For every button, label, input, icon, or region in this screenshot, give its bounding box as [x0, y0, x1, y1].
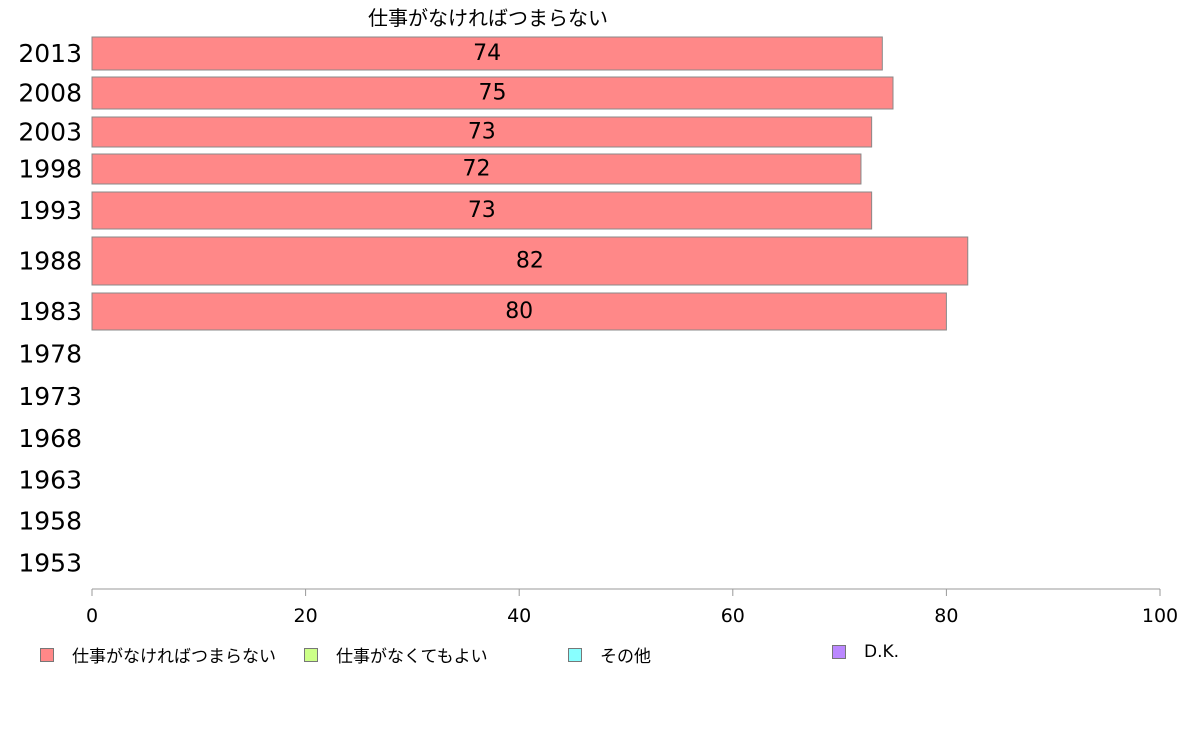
bars: 74 75 73 72 73 82 80 [91, 36, 969, 331]
bar-value-label: 75 [479, 81, 507, 106]
legend-item: その他 [568, 642, 651, 667]
y-tick-label: 1968 [18, 424, 82, 453]
legend-item: 仕事がなくてもよい [304, 642, 488, 667]
y-tick-label: 2013 [18, 39, 82, 68]
y-axis-labels: 2013 2008 2003 1998 1993 1988 1983 1978 1973 1968… [18, 39, 82, 578]
y-tick-label: 1973 [18, 382, 82, 411]
x-axis: 0 20 40 60 80 100 [86, 588, 1178, 627]
y-tick-label: 1953 [18, 549, 82, 578]
legend: 仕事がなければつまらない 仕事がなくてもよい その他 D.K. [40, 642, 1180, 667]
y-tick-label: 1998 [18, 155, 82, 184]
bar-value-label: 72 [462, 157, 490, 182]
y-tick-label: 1958 [18, 507, 82, 536]
bar-value-label: 80 [505, 299, 533, 324]
x-tick-label: 80 [934, 605, 958, 627]
legend-label: 仕事がなくてもよい [336, 647, 488, 667]
bar [91, 191, 873, 230]
bar [91, 153, 862, 185]
legend-swatch [304, 647, 318, 662]
y-tick-label: 1988 [18, 247, 82, 276]
x-tick-label: 20 [294, 605, 318, 627]
y-tick-label: 1993 [18, 196, 82, 225]
x-tick-label: 60 [721, 605, 745, 627]
legend-label: その他 [600, 647, 651, 667]
legend-item: 仕事がなければつまらない [40, 642, 276, 667]
y-tick-label: 1978 [18, 340, 82, 369]
x-tick-label: 40 [507, 605, 531, 627]
bar-value-label: 73 [468, 120, 496, 145]
bar [91, 36, 883, 71]
bar [91, 116, 873, 148]
legend-swatch [568, 647, 582, 662]
chart-title: 仕事がなければつまらない [368, 6, 608, 30]
legend-item: D.K. [832, 642, 899, 662]
bar [91, 76, 894, 110]
bar-value-label: 82 [516, 249, 544, 274]
bar [91, 292, 947, 331]
legend-swatch [832, 645, 846, 659]
x-tick-label: 0 [86, 605, 98, 627]
x-tick-label: 100 [1142, 605, 1178, 627]
y-tick-label: 2008 [18, 79, 82, 108]
bar [91, 236, 969, 286]
legend-swatch [40, 647, 54, 662]
legend-label: D.K. [864, 642, 900, 662]
y-tick-label: 2003 [18, 118, 82, 147]
y-tick-label: 1963 [18, 466, 82, 495]
y-tick-label: 1983 [18, 297, 82, 326]
bar-value-label: 73 [468, 198, 496, 223]
bar-value-label: 74 [473, 41, 501, 66]
legend-label: 仕事がなければつまらない [72, 647, 276, 667]
